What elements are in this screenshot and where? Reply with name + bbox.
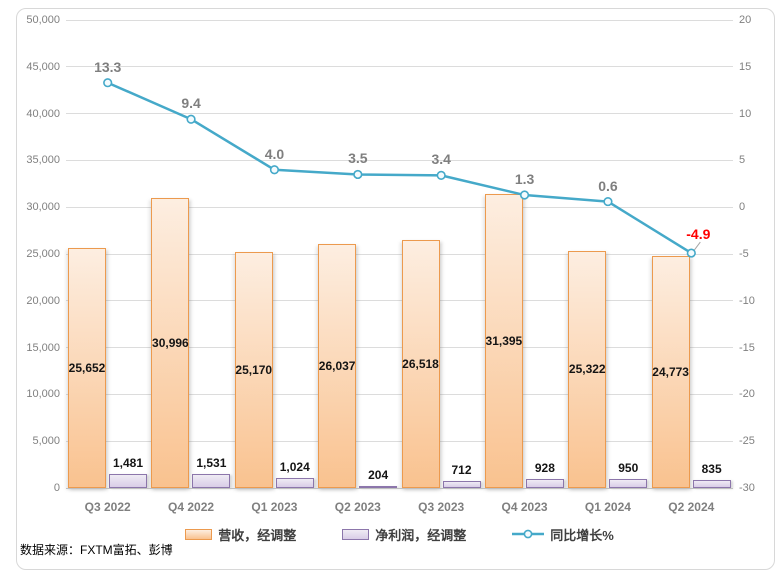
gridline xyxy=(66,113,733,115)
y-axis-tick-right: 15 xyxy=(739,60,752,73)
profit-swatch-icon xyxy=(342,528,370,540)
growth-point xyxy=(603,196,613,207)
revenue-bar-label: 31,395 xyxy=(485,334,523,349)
revenue-swatch-icon xyxy=(185,528,213,540)
growth-point xyxy=(519,190,530,200)
y-axis-tick-right: 5 xyxy=(739,154,746,167)
growth-point-label: 4.0 xyxy=(264,145,285,162)
revenue-bar-label: 30,996 xyxy=(152,335,189,350)
y-axis-tick-left: 10,000 xyxy=(26,388,60,401)
growth-point xyxy=(436,170,446,180)
growth-point-label: 3.5 xyxy=(348,150,368,167)
y-axis-tick-left: 45,000 xyxy=(26,60,60,73)
y-axis-tick-left: 30,000 xyxy=(26,201,60,214)
x-axis-label: Q3 2023 xyxy=(418,500,465,514)
revenue-bar xyxy=(68,247,106,488)
profit-bar-label: 1,024 xyxy=(279,460,310,475)
growth-point-label: 13.3 xyxy=(94,58,122,75)
y-axis-tick-left: 40,000 xyxy=(26,107,60,120)
y-axis-tick-right: -20 xyxy=(739,388,755,401)
gridline xyxy=(66,347,733,349)
profit-bar xyxy=(609,479,648,488)
growth-line xyxy=(107,81,692,255)
y-axis-tick-right: 20 xyxy=(739,14,752,26)
x-axis-label: Q1 2023 xyxy=(251,500,298,514)
growth-point-label: 1.3 xyxy=(514,171,535,188)
profit-bar-label: 1,481 xyxy=(112,456,144,471)
x-axis-label: Q3 2022 xyxy=(84,500,131,514)
gridline xyxy=(66,206,733,208)
y-axis-tick-left: 20,000 xyxy=(26,294,60,307)
gridline xyxy=(66,300,733,302)
profit-bar-label: 835 xyxy=(701,462,722,477)
profit-bar-label: 712 xyxy=(451,463,472,478)
y-axis-tick-right: -25 xyxy=(739,435,755,448)
y-axis-tick-right: -5 xyxy=(739,248,749,260)
revenue-bar xyxy=(651,256,690,488)
profit-bar xyxy=(109,474,147,488)
growth-line-chart xyxy=(103,78,701,258)
profit-bar-label: 950 xyxy=(618,461,639,476)
gridline xyxy=(66,440,733,442)
x-axis-line xyxy=(66,487,733,489)
revenue-bar-label: 25,170 xyxy=(235,363,273,378)
profit-bar xyxy=(192,473,231,488)
revenue-bar xyxy=(318,244,357,488)
profit-bar xyxy=(692,480,731,488)
y-axis-tick-left: 15,000 xyxy=(26,341,60,354)
x-axis-label: Q4 2023 xyxy=(501,500,548,514)
profit-bar-label: 204 xyxy=(368,468,389,483)
x-axis-label: Q2 2024 xyxy=(668,500,715,514)
growth-label-leader-line xyxy=(693,241,701,251)
legend-item-growth: 同比增长% xyxy=(512,525,614,544)
growth-point-label: 0.6 xyxy=(598,177,618,194)
legend-label-revenue: 营收，经调整 xyxy=(218,527,297,543)
legend-item-profit: 净利润，经调整 xyxy=(342,525,466,544)
profit-bar-label: 928 xyxy=(534,461,555,476)
y-axis-tick-right: -30 xyxy=(739,482,755,494)
growth-point-label: 9.4 xyxy=(181,95,201,112)
source-note: 数据来源：FXTM富拓、彭博 xyxy=(20,543,173,557)
legend-item-revenue: 营收，经调整 xyxy=(185,525,296,544)
y-axis-tick-left: 0 xyxy=(53,482,60,494)
gridline xyxy=(66,159,733,161)
y-axis-tick-left: 35,000 xyxy=(26,154,60,167)
y-axis-tick-right: -10 xyxy=(739,294,755,307)
revenue-bar xyxy=(151,197,190,488)
chart-legend: 营收，经调整 净利润，经调整 同比增长% xyxy=(66,525,733,543)
revenue-bar xyxy=(484,194,523,488)
profit-bar-label: 1,531 xyxy=(196,455,227,470)
y-axis-tick-left: 25,000 xyxy=(26,248,60,260)
revenue-bar-label: 24,773 xyxy=(652,365,689,380)
revenue-bar xyxy=(234,252,273,488)
y-axis-tick-right: 10 xyxy=(739,107,752,120)
y-axis-tick-left: 5,000 xyxy=(32,435,60,448)
x-axis-label: Q4 2022 xyxy=(168,500,215,514)
revenue-bar-label: 25,652 xyxy=(68,360,106,375)
growth-point xyxy=(186,114,196,124)
growth-point xyxy=(269,165,280,175)
x-axis-label: Q1 2024 xyxy=(584,500,631,514)
x-axis-label: Q2 2023 xyxy=(334,500,381,514)
legend-label-profit: 净利润，经调整 xyxy=(375,527,467,543)
revenue-bar xyxy=(568,250,607,488)
growth-point-label: -4.9 xyxy=(686,226,711,243)
growth-line-swatch-icon xyxy=(512,529,545,539)
gridline xyxy=(66,253,733,255)
gridline xyxy=(66,19,733,21)
growth-point-label: 3.4 xyxy=(431,151,451,168)
revenue-bar-label: 26,037 xyxy=(318,359,356,374)
gridline xyxy=(66,393,733,395)
gridline xyxy=(66,66,733,68)
growth-point xyxy=(686,248,696,258)
y-axis-tick-right: 0 xyxy=(739,201,746,214)
legend-label-growth: 同比增长% xyxy=(550,527,614,543)
revenue-bar-label: 26,518 xyxy=(402,356,439,371)
growth-point xyxy=(103,78,113,88)
revenue-bar-label: 25,322 xyxy=(568,362,606,377)
y-axis-tick-right: -15 xyxy=(739,341,755,354)
y-axis-tick-left: 50,000 xyxy=(26,14,60,26)
growth-point xyxy=(353,169,363,180)
revenue-bar xyxy=(401,239,440,488)
